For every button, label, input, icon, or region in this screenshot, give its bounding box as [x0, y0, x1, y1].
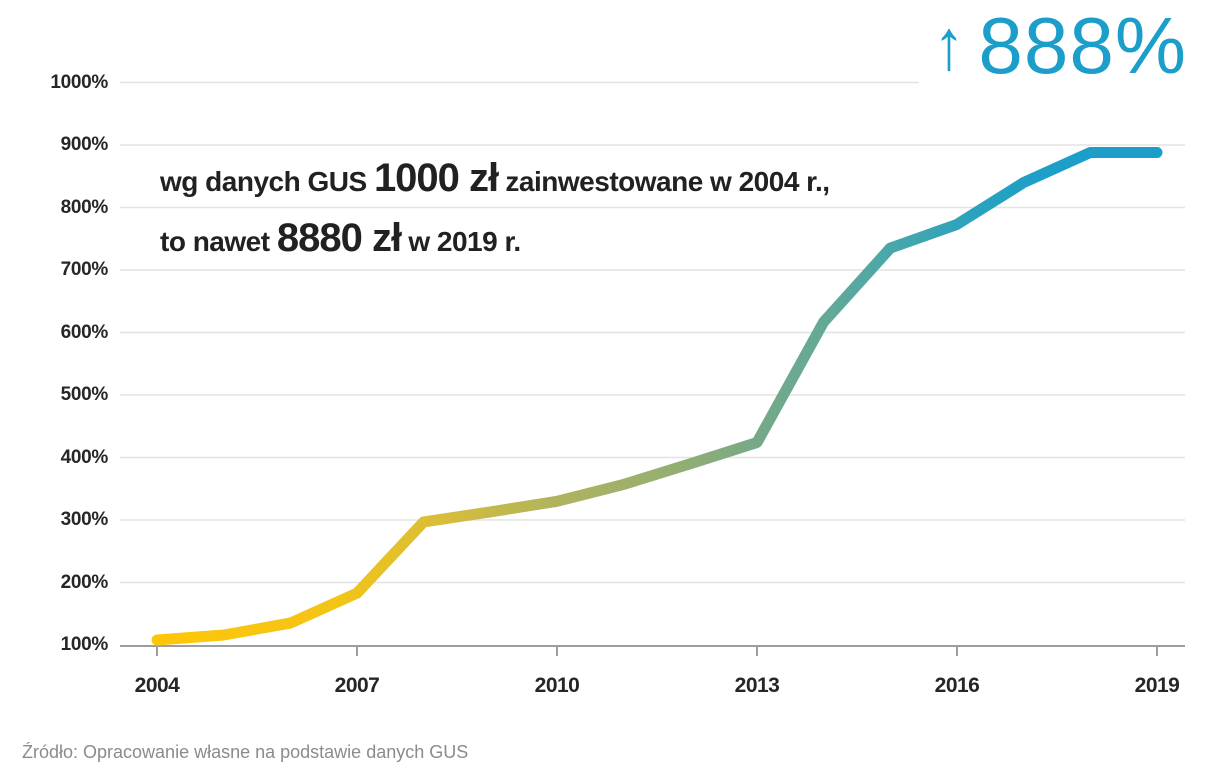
y-axis-label: 200% — [60, 571, 109, 593]
y-axis-label: 1000% — [50, 71, 108, 93]
x-axis-label: 2016 — [934, 674, 980, 697]
up-arrow-icon: ↑ — [933, 5, 965, 86]
annotation-line-1: wg danych GUS 1000 zł zainwestowane w 20… — [160, 150, 830, 210]
growth-stat-value: 888% — [978, 1, 1187, 90]
x-axis-label: 2007 — [334, 674, 380, 697]
x-axis-label: 2010 — [534, 674, 580, 697]
y-axis-label: 500% — [60, 384, 109, 405]
x-axis-label: 2019 — [1134, 674, 1180, 697]
y-axis-label: 400% — [60, 446, 109, 468]
annotation-line2-prefix: to nawet — [160, 226, 277, 257]
growth-stat: ↑ 888% — [919, 4, 1187, 88]
annotation-line1-emphasis: 1000 zł — [373, 156, 499, 200]
y-axis-label: 300% — [60, 509, 109, 530]
y-axis-label: 600% — [60, 321, 109, 343]
y-axis-label: 100% — [60, 634, 109, 655]
y-axis-label: 800% — [60, 196, 109, 218]
annotation-line2-suffix: w 2019 r. — [401, 226, 521, 257]
annotation-line2-emphasis: 8880 zł — [276, 216, 402, 260]
annotation-line-2: to nawet 8880 zł w 2019 r. — [160, 210, 830, 270]
annotation-line1-suffix: zainwestowane w 2004 r., — [498, 166, 830, 197]
y-axis-label: 700% — [60, 259, 109, 280]
y-axis-label: 900% — [60, 134, 109, 155]
x-axis-label: 2013 — [734, 674, 780, 697]
data-line — [151, 147, 1163, 646]
source-note: Źródło: Opracowanie własne na podstawie … — [22, 742, 469, 762]
annotation-line1-prefix: wg danych GUS — [160, 166, 374, 197]
chart-annotation: wg danych GUS 1000 zł zainwestowane w 20… — [160, 150, 830, 270]
x-axis-label: 2004 — [134, 674, 180, 697]
